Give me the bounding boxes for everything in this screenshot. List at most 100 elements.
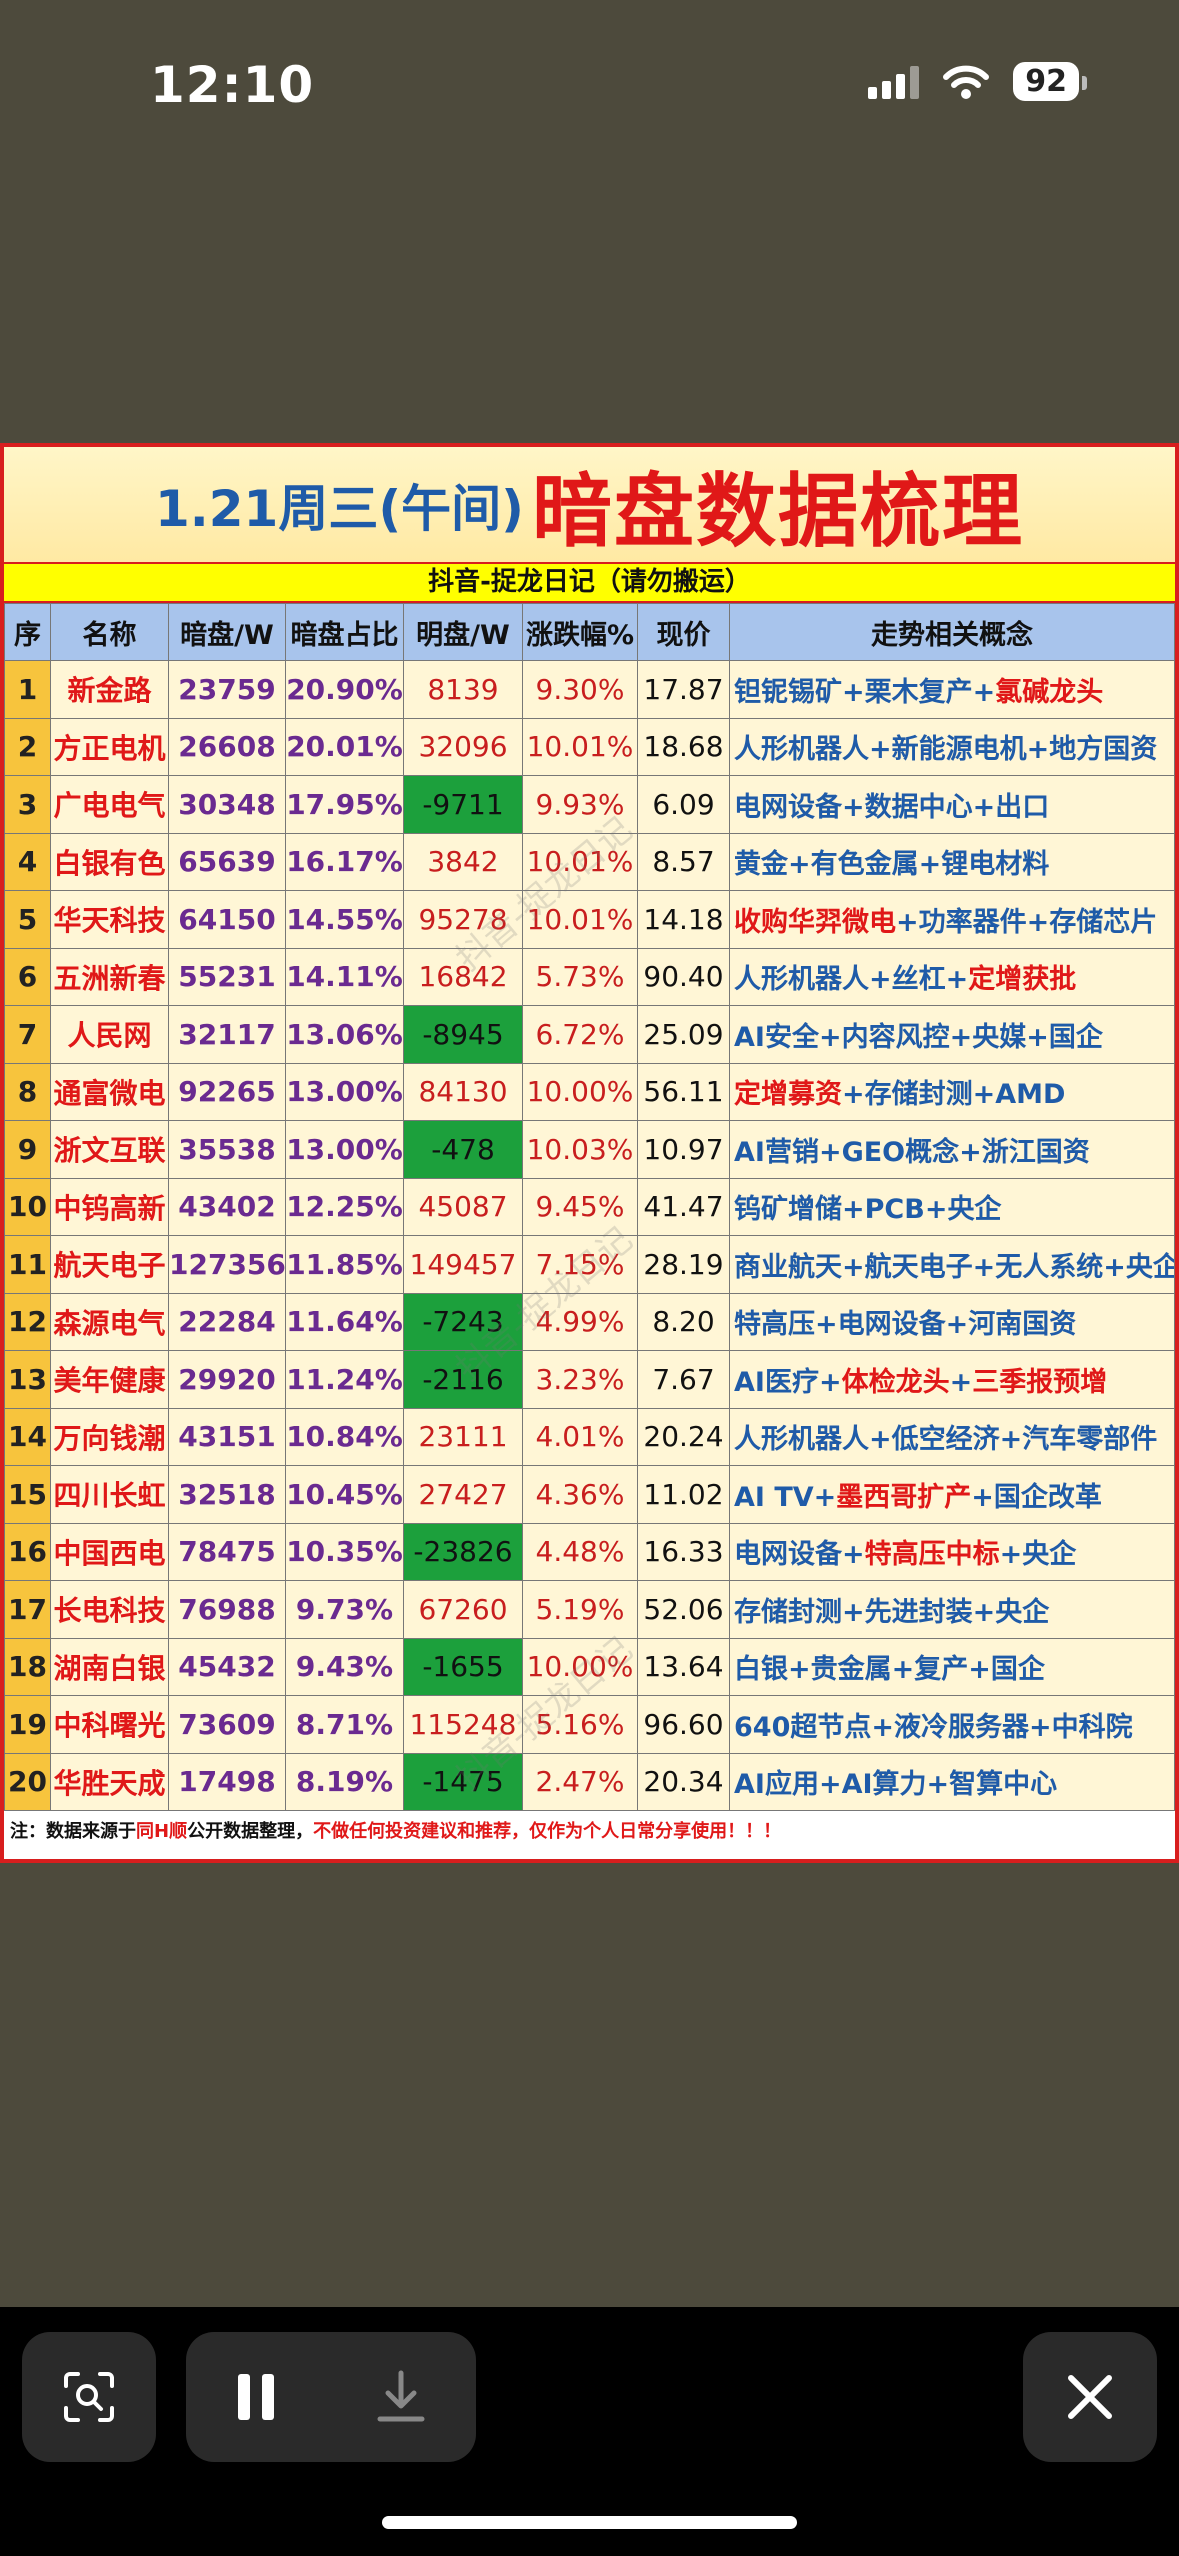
row-dark-ratio: 13.00% <box>285 1062 404 1121</box>
row-price: 56.11 <box>637 1062 730 1121</box>
row-concept: 白银+贵金属+复产+国企 <box>729 1637 1175 1696</box>
row-dark-volume: 29920 <box>168 1350 286 1409</box>
concept-segment: + <box>818 1136 842 1168</box>
row-seq: 12 <box>4 1292 51 1351</box>
row-dark-ratio: 9.73% <box>285 1580 404 1639</box>
row-ming-volume: -7243 <box>403 1292 523 1351</box>
concept-segment: AI TV <box>734 1481 814 1513</box>
row-change: 10.01% <box>522 890 638 949</box>
concept-segment: 内容风控 <box>841 1021 950 1053</box>
concept-segment: 栗木复产 <box>864 676 973 708</box>
row-dark-volume: 64150 <box>168 890 286 949</box>
pause-icon[interactable] <box>234 2370 278 2424</box>
concept-segment: 国企改革 <box>993 1481 1102 1513</box>
note-warning: 不做任何投资建议和推荐，仅作为个人日常分享使用！！！ <box>313 1821 782 1842</box>
row-price: 18.68 <box>637 717 730 776</box>
concept-segment: + <box>818 1366 842 1398</box>
concept-segment: 特高压 <box>734 1309 815 1341</box>
row-name: 新金路 <box>50 660 169 719</box>
row-seq: 1 <box>4 660 51 719</box>
concept-segment: 无人系统 <box>995 1251 1104 1283</box>
row-concept: 电网设备+数据中心+出口 <box>729 775 1175 834</box>
row-change: 10.00% <box>522 1637 638 1696</box>
row-dark-volume: 23759 <box>168 660 286 719</box>
concept-segment: + <box>818 1769 842 1801</box>
row-dark-ratio: 12.25% <box>285 1177 404 1236</box>
concept-segment: 央企 <box>995 1596 1050 1628</box>
row-name: 方正电机 <box>50 717 169 776</box>
row-concept: AI营销+GEO概念+浙江国资 <box>729 1120 1175 1179</box>
close-button[interactable] <box>1023 2332 1157 2462</box>
row-ming-volume: 8139 <box>403 660 523 719</box>
viewer-toolbar <box>0 2307 1179 2556</box>
row-dark-ratio: 16.17% <box>285 832 404 891</box>
concept-segment: 中科院 <box>1051 1711 1133 1743</box>
row-seq: 8 <box>4 1062 51 1121</box>
row-price: 20.34 <box>637 1752 730 1811</box>
row-dark-volume: 35538 <box>168 1120 286 1179</box>
row-change: 7.15% <box>522 1235 638 1294</box>
row-dark-volume: 22284 <box>168 1292 286 1351</box>
row-dark-volume: 32117 <box>168 1005 286 1064</box>
row-name: 四川长虹 <box>50 1465 169 1524</box>
row-dark-volume: 73609 <box>168 1695 286 1754</box>
home-indicator[interactable] <box>382 2516 797 2529</box>
row-change: 2.47% <box>522 1752 638 1811</box>
concept-segment: 出口 <box>995 791 1050 823</box>
concept-segment: 存储封测 <box>864 1079 973 1111</box>
row-name: 通富微电 <box>50 1062 169 1121</box>
download-icon[interactable] <box>374 2369 428 2425</box>
visual-lookup-button[interactable] <box>22 2332 156 2462</box>
row-name: 中科曙光 <box>50 1695 169 1754</box>
concept-segment: + <box>949 1366 973 1398</box>
row-dark-ratio: 10.35% <box>285 1522 404 1581</box>
concept-segment: + <box>1026 1021 1049 1053</box>
concept-segment: + <box>968 1654 991 1686</box>
row-name: 华天科技 <box>50 890 169 949</box>
header-change: 涨跌幅% <box>522 603 638 661</box>
concept-segment: 复产 <box>914 1654 969 1686</box>
row-name: 浙文互联 <box>50 1120 169 1179</box>
concept-segment: + <box>926 1769 950 1801</box>
row-seq: 16 <box>4 1522 51 1581</box>
row-change: 5.16% <box>522 1695 638 1754</box>
table-row: 14 万向钱潮 43151 10.84% 23111 4.01% 20.24 人形机器人+低空… <box>4 1407 1175 1466</box>
row-seq: 9 <box>4 1120 51 1179</box>
row-change: 4.01% <box>522 1407 638 1466</box>
row-ming-volume: 3842 <box>403 832 523 891</box>
row-ming-volume: -1655 <box>403 1637 523 1696</box>
table-row: 13 美年健康 29920 11.24% -2116 3.23% 7.67 AI医疗+体检龙头… <box>4 1350 1175 1409</box>
row-price: 8.20 <box>637 1292 730 1351</box>
row-dark-volume: 32518 <box>168 1465 286 1524</box>
row-seq: 10 <box>4 1177 51 1236</box>
row-name: 中国西电 <box>50 1522 169 1581</box>
card-note: 注：数据来源于同H顺公开数据整理，不做任何投资建议和推荐，仅作为个人日常分享使用… <box>4 1811 1175 1849</box>
wifi-icon <box>943 65 990 99</box>
concept-segment: AI医疗 <box>734 1366 819 1398</box>
row-dark-ratio: 9.43% <box>285 1637 404 1696</box>
row-price: 52.06 <box>637 1580 730 1639</box>
concept-segment: 智算中心 <box>949 1769 1058 1801</box>
row-price: 96.60 <box>637 1695 730 1754</box>
table-row: 2 方正电机 26608 20.01% 32096 10.01% 18.68 人形机器人+新能… <box>4 717 1175 776</box>
concept-segment: 特高压中标 <box>864 1539 1000 1571</box>
concept-segment: 三季报预增 <box>972 1366 1108 1398</box>
table-row: 19 中科曙光 73609 8.71% 115248 5.16% 96.60 640超节点+液… <box>4 1695 1175 1754</box>
row-price: 41.47 <box>637 1177 730 1236</box>
header-price: 现价 <box>637 603 730 661</box>
row-change: 4.36% <box>522 1465 638 1524</box>
card-subtitle: 抖音-捉龙日记（请勿搬运） <box>4 562 1175 603</box>
row-change: 3.23% <box>522 1350 638 1409</box>
concept-segment: 钨矿增储 <box>734 1194 842 1226</box>
title-main: 暗盘数据梳理 <box>532 464 1025 558</box>
row-seq: 20 <box>4 1752 51 1811</box>
row-ming-volume: 32096 <box>403 717 523 776</box>
row-ming-volume: 84130 <box>403 1062 523 1121</box>
stock-data-card: 1.21周三(午间) 暗盘数据梳理 抖音-捉龙日记（请勿搬运） 序 名称 暗盘/… <box>0 443 1179 1863</box>
row-seq: 7 <box>4 1005 51 1064</box>
row-ming-volume: 67260 <box>403 1580 523 1639</box>
table-row: 12 森源电气 22284 11.64% -7243 4.99% 8.20 特高压+电网设备+… <box>4 1292 1175 1351</box>
table-row: 9 浙文互联 35538 13.00% -478 10.03% 10.97 AI营销+GEO概… <box>4 1120 1175 1179</box>
row-dark-volume: 55231 <box>168 947 286 1006</box>
concept-segment: + <box>972 791 996 823</box>
